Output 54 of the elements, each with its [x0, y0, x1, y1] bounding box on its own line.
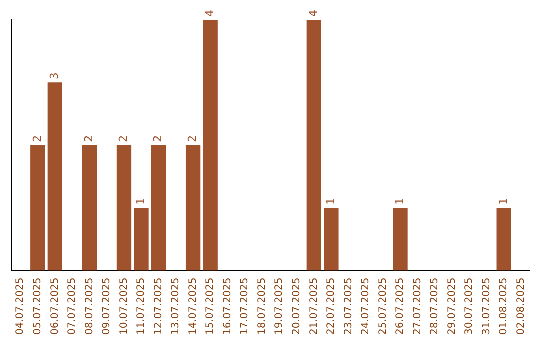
data-label: 4 — [203, 10, 216, 17]
x-tick-label: 24.07.2025 — [360, 278, 372, 336]
x-tick-label: 13.07.2025 — [170, 278, 182, 336]
x-tick-label: 27.07.2025 — [412, 278, 424, 336]
bar — [134, 208, 149, 271]
x-tick-label: 11.07.2025 — [136, 278, 148, 336]
x-tick-label: 18.07.2025 — [256, 278, 268, 336]
x-tick-label: 31.07.2025 — [481, 278, 492, 336]
x-tick-label: 19.07.2025 — [274, 278, 286, 336]
data-label: 2 — [82, 135, 96, 142]
bar — [306, 20, 322, 271]
x-tick-label: 05.07.2025 — [32, 278, 44, 336]
data-label: 3 — [48, 72, 62, 80]
bar — [186, 145, 201, 271]
bar — [48, 82, 63, 271]
x-tick-label: 04.07.2025 — [15, 278, 26, 336]
data-label: 2 — [117, 135, 130, 142]
x-tick-label: 09.07.2025 — [102, 278, 113, 336]
bar — [82, 145, 98, 271]
data-label: 1 — [393, 198, 406, 206]
bar — [30, 145, 46, 271]
x-tick-label: 12.07.2025 — [153, 278, 164, 336]
x-tick-label: 25.07.2025 — [378, 278, 389, 336]
x-tick-label: 16.07.2025 — [222, 278, 234, 336]
data-label: 2 — [186, 135, 200, 142]
bar — [496, 208, 512, 271]
x-tick-label: 01.08.2025 — [498, 278, 510, 336]
data-label: 1 — [324, 198, 338, 206]
data-label: 4 — [307, 10, 320, 17]
x-tick-label: 15.07.2025 — [205, 278, 216, 336]
data-label: 1 — [496, 198, 510, 206]
x-tick-label: 26.07.2025 — [395, 278, 406, 336]
x-tick-label: 20.07.2025 — [291, 278, 302, 336]
x-tick-label: 23.07.2025 — [343, 278, 354, 336]
bar — [116, 145, 132, 271]
x-tick-label: 02.08.2025 — [516, 278, 527, 336]
bar — [393, 208, 408, 271]
x-tick-label: 29.07.2025 — [446, 278, 458, 336]
x-tick-label: 30.07.2025 — [464, 278, 476, 336]
x-tick-label: 28.07.2025 — [430, 278, 441, 336]
x-tick-label: 08.07.2025 — [84, 278, 96, 336]
x-tick-label: 06.07.2025 — [50, 278, 61, 336]
bar — [151, 145, 166, 271]
x-tick-label: 14.07.2025 — [188, 278, 199, 336]
x-tick-label: 21.07.2025 — [308, 278, 320, 336]
data-label: 2 — [152, 135, 165, 142]
bar — [203, 20, 218, 271]
data-label: 2 — [30, 135, 44, 142]
bar — [324, 208, 339, 271]
x-tick-label: 22.07.2025 — [326, 278, 338, 336]
x-tick-label: 10.07.2025 — [118, 278, 130, 336]
x-tick-label: 07.07.2025 — [67, 278, 78, 336]
x-tick-label: 17.07.2025 — [240, 278, 251, 336]
data-label: 1 — [134, 198, 148, 206]
